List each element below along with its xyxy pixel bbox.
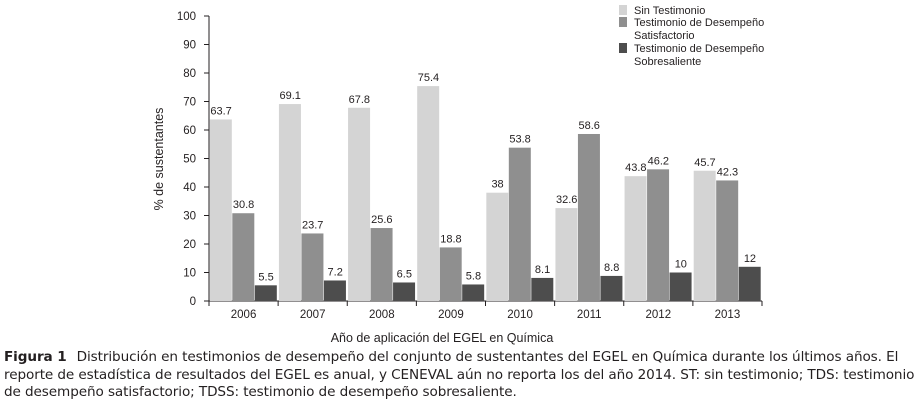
legend-swatch (619, 17, 627, 27)
x-tick-label: 2011 (577, 309, 602, 321)
bar-value-label: 18.8 (440, 233, 461, 245)
y-tick-label: 70 (183, 97, 196, 109)
figure-caption-text: Distribución en testimonios de desempeño… (4, 349, 915, 400)
bar (278, 104, 301, 301)
bar-value-label: 5.5 (258, 271, 273, 283)
bar (348, 107, 371, 302)
y-axis-title: % de sustentantes (152, 108, 166, 211)
bar-value-label: 42.3 (717, 166, 738, 178)
x-tick-label: 2013 (715, 309, 741, 321)
bar (600, 275, 623, 301)
bar-value-label: 69.1 (279, 90, 300, 102)
bar-value-label: 32.6 (556, 194, 577, 206)
bar (647, 169, 670, 301)
bar (462, 284, 485, 301)
y-tick-label: 80 (183, 68, 196, 80)
bar (531, 277, 554, 301)
figure-caption: Figura 1 Distribución en testimonios de d… (4, 349, 916, 402)
bar-value-label: 46.2 (648, 155, 669, 167)
y-tick-label: 50 (183, 154, 196, 166)
bar (209, 119, 232, 301)
x-tick-label: 2010 (507, 309, 533, 321)
bar (439, 247, 462, 301)
legend-label: Testimonio de Desempeño (634, 43, 764, 55)
y-tick-label: 60 (183, 125, 196, 137)
bar-value-label: 45.7 (694, 157, 715, 169)
bar-value-label: 75.4 (418, 72, 439, 84)
legend-label: Sin Testimonio (634, 5, 705, 17)
y-tick-label: 30 (183, 211, 196, 223)
bar-labels: 63.7 69.1 67.8 75.4 38 32.6 43.8 45.7 30.8 23.7 25… (210, 72, 756, 283)
bar-value-label: 67.8 (349, 94, 370, 106)
figure-label: Figura 1 (4, 349, 67, 365)
y-tick-label: 20 (183, 239, 196, 251)
bar (486, 192, 509, 301)
y-tick-label: 90 (183, 40, 196, 52)
bar (693, 170, 716, 301)
legend-swatch (619, 43, 627, 53)
legend-label: Testimonio de Desempeño (634, 17, 764, 29)
bar-value-label: 53.8 (509, 134, 530, 146)
bar-value-label: 6.5 (397, 268, 412, 280)
bar (417, 86, 440, 301)
bars (209, 86, 761, 302)
x-axis: 2006 2007 2008 2009 2010 2011 2012 2013 (208, 300, 763, 321)
y-tick-label: 10 (183, 268, 196, 280)
bar-value-label: 58.6 (578, 120, 599, 132)
x-tick-label: 2007 (300, 309, 326, 321)
y-tick-label: 0 (190, 296, 196, 308)
bar-value-label: 8.1 (535, 264, 550, 276)
bar-value-label: 5.8 (466, 270, 481, 282)
bar (716, 180, 739, 301)
x-tick-label: 2006 (231, 309, 257, 321)
x-tick-label: 2009 (438, 309, 464, 321)
bar (301, 233, 324, 301)
bar-value-label: 38 (491, 179, 503, 191)
legend-swatch (619, 5, 627, 15)
bar-value-label: 25.6 (371, 214, 392, 226)
bar (555, 208, 578, 301)
y-tick-label: 100 (177, 11, 196, 23)
bar (624, 176, 647, 301)
legend-label: Sobresaliente (634, 56, 701, 68)
bar-value-label: 23.7 (302, 219, 323, 231)
bar-value-label: 43.8 (625, 162, 646, 174)
bar (232, 213, 255, 301)
y-tick-label: 40 (183, 182, 196, 194)
x-tick-label: 2008 (369, 309, 395, 321)
legend-label: Satisfactorio (634, 30, 695, 42)
x-tick-label: 2012 (646, 309, 672, 321)
bar-value-label: 30.8 (233, 199, 254, 211)
bar-value-label: 63.7 (210, 105, 231, 117)
bar (254, 285, 277, 301)
bar (323, 280, 346, 301)
bar-value-label: 10 (675, 259, 687, 271)
bar-value-label: 12 (744, 253, 756, 265)
bar-value-label: 7.2 (328, 266, 343, 278)
bar-value-label: 8.8 (604, 262, 619, 274)
bar (508, 147, 531, 301)
x-axis-title: Año de aplicación del EGEL en Química (331, 331, 554, 345)
y-axis: 0 10 20 30 40 50 60 70 80 90 100 (177, 11, 210, 308)
bar (370, 228, 393, 301)
bar (393, 282, 416, 301)
bar (669, 272, 692, 301)
bar (738, 266, 761, 301)
bar (577, 133, 600, 301)
